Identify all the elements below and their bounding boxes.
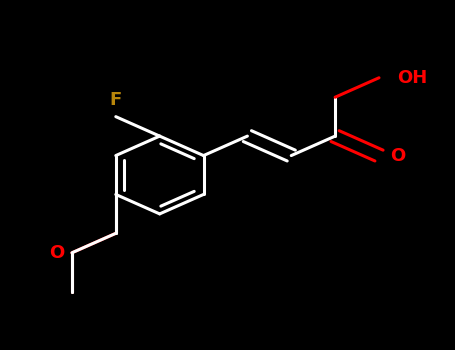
Text: OH: OH xyxy=(397,69,427,87)
Text: O: O xyxy=(50,244,65,262)
Text: O: O xyxy=(390,147,405,164)
Text: F: F xyxy=(110,91,122,109)
